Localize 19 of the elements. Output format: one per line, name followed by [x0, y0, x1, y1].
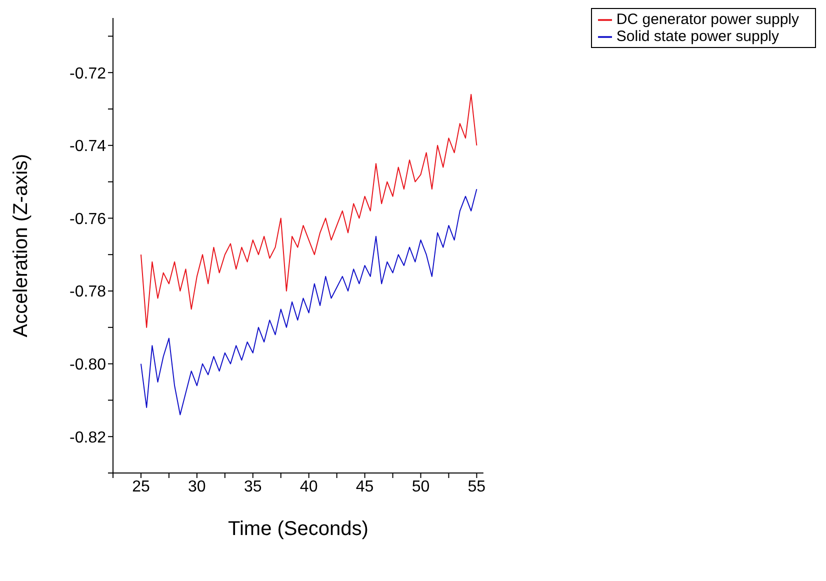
legend-label: DC generator power supply [616, 11, 799, 28]
y-axis-title: Acceleration (Z-axis) [10, 154, 32, 338]
legend-label: Solid state power supply [616, 28, 779, 45]
y-tick-label: -0.76 [70, 210, 106, 228]
x-tick-label: 55 [468, 478, 486, 496]
line-series [140, 188, 478, 416]
y-tick-label: -0.80 [70, 356, 106, 374]
x-tick-label: 25 [132, 478, 150, 496]
x-tick-label: 45 [356, 478, 374, 496]
line-series [140, 94, 478, 328]
y-tick-label: -0.82 [70, 429, 106, 446]
x-axis-title: Time (Seconds) [228, 518, 368, 540]
x-tick-label: 35 [244, 478, 262, 496]
x-tick-label: 50 [412, 478, 430, 496]
y-tick-label: -0.78 [70, 284, 106, 301]
x-tick-label: 30 [188, 478, 206, 496]
y-tick-label: -0.72 [70, 65, 106, 82]
x-tick-label: 40 [300, 478, 318, 496]
y-tick-label: -0.74 [70, 138, 106, 156]
